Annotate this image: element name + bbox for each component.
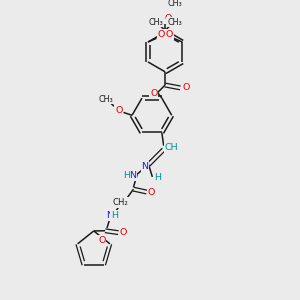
Text: N: N	[141, 162, 148, 171]
Text: CH₃: CH₃	[148, 18, 163, 27]
Text: CH₂: CH₂	[112, 198, 128, 207]
Text: H: H	[111, 211, 118, 220]
Text: O: O	[98, 236, 106, 245]
Text: H: H	[154, 173, 161, 182]
Text: O: O	[148, 188, 155, 196]
Text: N: N	[129, 171, 136, 180]
Text: O: O	[164, 14, 172, 23]
Text: O: O	[182, 83, 190, 92]
Text: CH₃: CH₃	[98, 95, 113, 104]
Text: O: O	[150, 89, 158, 98]
Text: O: O	[115, 106, 122, 115]
Text: O: O	[165, 30, 173, 39]
Text: CH: CH	[164, 143, 178, 152]
Text: O: O	[158, 30, 165, 39]
Text: CH₃: CH₃	[167, 18, 182, 27]
Text: O: O	[119, 228, 127, 237]
Text: N: N	[106, 211, 113, 220]
Text: CH₃: CH₃	[167, 0, 182, 8]
Text: H: H	[123, 171, 130, 180]
